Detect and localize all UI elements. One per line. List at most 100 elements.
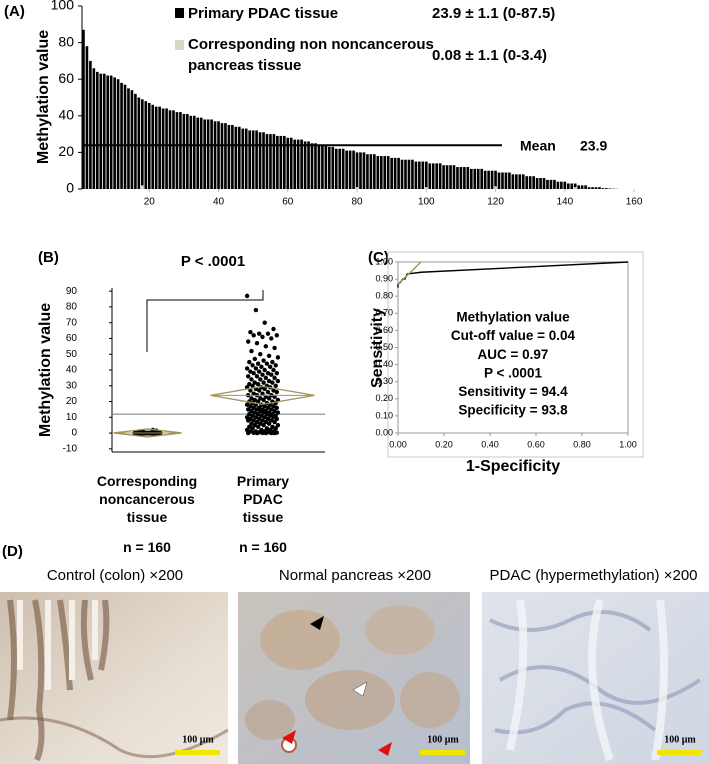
data-point	[254, 374, 260, 379]
data-point	[266, 396, 272, 401]
bar	[431, 163, 435, 189]
x-tick-label: 0.60	[527, 439, 545, 449]
bar	[605, 188, 608, 189]
bar	[473, 168, 477, 189]
data-point	[249, 421, 254, 426]
x-tick-label: 120	[487, 197, 504, 208]
legend-swatch	[175, 8, 184, 18]
data-point	[266, 353, 272, 359]
y-tick-label: 20	[58, 143, 74, 159]
data-point	[257, 388, 262, 393]
annotation: Sensitivity = 94.4	[458, 384, 568, 399]
data-point	[262, 386, 267, 392]
y-axis-title: Sensitivity	[369, 308, 386, 388]
y-tick-label: 100	[51, 0, 75, 13]
data-point	[272, 345, 277, 351]
data-point	[262, 320, 267, 325]
micrograph	[482, 592, 709, 764]
bar	[282, 135, 286, 189]
bar	[355, 187, 359, 189]
data-point	[259, 413, 264, 418]
data-point	[264, 426, 270, 431]
data-point	[248, 388, 253, 393]
data-point	[255, 381, 261, 387]
y-tick-label: 20	[66, 396, 78, 407]
data-point	[273, 383, 278, 388]
data-point	[260, 334, 265, 340]
bar	[373, 154, 376, 189]
roc-curve	[397, 261, 629, 288]
bar	[317, 145, 321, 189]
data-point	[251, 391, 256, 396]
data-point	[274, 416, 279, 422]
x-axis-title: 1-Specificity	[466, 458, 560, 475]
data-point	[247, 359, 252, 365]
bar	[411, 159, 414, 189]
data-point	[244, 366, 250, 371]
data-point	[265, 416, 271, 422]
y-tick-label: 0.20	[375, 393, 393, 403]
data-point	[264, 361, 270, 366]
data-point	[262, 367, 267, 373]
data-point	[249, 396, 254, 401]
bar	[154, 106, 158, 189]
bar	[151, 104, 155, 189]
data-point	[273, 363, 278, 368]
bar	[449, 165, 452, 189]
bar	[542, 178, 546, 189]
panel-label: (D)	[2, 543, 23, 560]
bar	[515, 174, 518, 189]
bar	[279, 135, 283, 189]
bar	[199, 117, 203, 189]
data-point	[271, 388, 276, 393]
image-caption: PDAC (hypermethylation) ×200	[489, 567, 698, 584]
bar	[525, 176, 529, 189]
data-point	[249, 377, 254, 382]
data-point	[274, 333, 279, 338]
image-caption: Control (colon) ×200	[46, 567, 184, 584]
data-point	[252, 380, 257, 385]
bar	[217, 121, 220, 189]
annotation: Methylation value	[456, 310, 570, 325]
bar	[404, 159, 407, 189]
data-point	[262, 415, 267, 420]
bar	[563, 181, 567, 189]
data-point	[275, 355, 281, 360]
bar	[376, 156, 380, 189]
bar	[210, 119, 213, 189]
bar	[262, 132, 265, 189]
bar	[497, 172, 501, 189]
bar	[369, 154, 373, 189]
bar	[338, 148, 342, 189]
y-tick-label: 50	[66, 349, 78, 360]
data-point	[274, 389, 279, 395]
bar	[89, 60, 92, 190]
data-point	[265, 331, 271, 336]
scale-bar-label: 100 μm	[427, 734, 459, 745]
stat-label: 23.9 ± 1.1 (0-87.5)	[432, 5, 555, 22]
bar	[553, 179, 556, 189]
bar	[573, 183, 577, 189]
bar	[248, 130, 252, 189]
data-point	[261, 380, 266, 385]
bar	[109, 75, 113, 189]
data-point	[274, 405, 279, 411]
data-point	[260, 372, 265, 377]
y-axis-title: Methylation value	[35, 30, 52, 164]
data-point	[259, 364, 264, 370]
data-point	[261, 358, 266, 363]
data-point	[247, 411, 252, 417]
bar	[459, 167, 463, 189]
x-tick-label: 0.40	[481, 439, 499, 449]
category-label: Primary PDAC tissue	[236, 473, 290, 525]
data-point	[250, 383, 255, 388]
data-point	[254, 430, 260, 436]
bar	[314, 143, 317, 189]
data-point	[257, 331, 262, 336]
bar	[521, 174, 525, 189]
bar	[161, 108, 165, 189]
x-tick-label: 0.20	[435, 439, 453, 449]
data-point	[261, 422, 266, 428]
bar	[483, 170, 487, 189]
